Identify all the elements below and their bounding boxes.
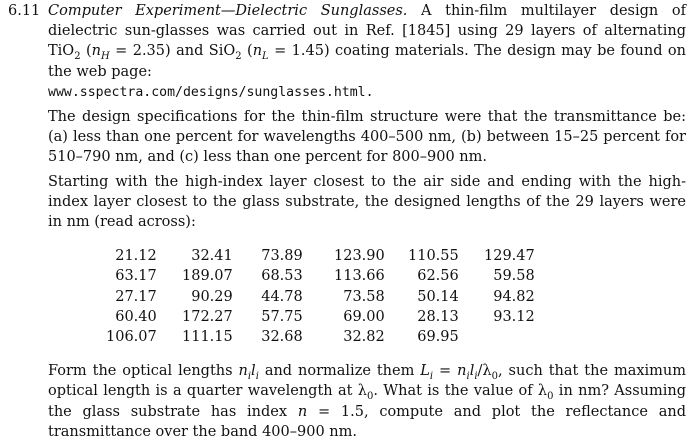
zero-subscript: 0 [366,391,374,403]
n-symbol: n [297,403,308,420]
i-subscript: i [474,371,478,383]
layers-intro-paragraph: Starting with the high-index layer close… [48,173,686,231]
i-subscript: i [247,371,252,383]
textbook-page: 6.11 Computer Experiment—Dielectric Sung… [8,3,686,440]
intro-text-d: ( [241,43,253,60]
task-text-f: . What is the value of λ [373,383,548,400]
table-cell: 93.12 [493,308,535,325]
nl-symbol: n [252,43,263,60]
table-row: 27.17 90.29 44.78 73.58 50.14 94.82 [106,287,545,307]
table-cell: 59.58 [493,268,535,285]
intro-text-b: ( [80,43,92,60]
layer-lengths-table: 21.12 32.41 73.89 123.90 110.55 129.47 6… [106,246,545,347]
design-url: www.sspectra.com/designs/sunglasses.html… [48,84,374,100]
task-text-b: and normalize them [258,363,421,380]
task-text-a: Form the optical lengths [48,363,239,380]
table-cell: 50.14 [417,288,459,305]
table-cell: 28.13 [417,308,459,325]
table-cell: 90.29 [191,288,233,305]
table-cell: 32.41 [191,248,233,265]
table-cell: 57.75 [261,308,303,325]
table-cell: 123.90 [334,248,385,265]
table-cell: 69.00 [343,308,385,325]
table-row: 60.40 172.27 57.75 69.00 28.13 93.12 [106,307,545,327]
intro-text-c: = 2.35) and SiO [109,43,236,60]
intro-paragraph: Computer Experiment—Dielectric Sunglasse… [48,1,686,103]
n-i-symbol: n [457,363,467,380]
intro-text-e: = 1.45) coating materials. The design ma… [48,43,686,80]
nl-subscript: L [262,51,269,63]
table-row: 63.17 189.07 68.53 113.66 62.56 59.58 [106,266,545,286]
table-cell [469,327,545,347]
exercise-number: 6.11 [8,3,41,19]
exercise-title: Computer Experiment—Dielectric Sunglasse… [48,3,408,19]
specifications-paragraph: The design specifications for the thin-f… [48,109,686,166]
task-text-e: , such that the maximum optical length i… [48,363,687,400]
table-cell: 111.15 [182,329,233,346]
sio2-subscript: 2 [235,51,242,63]
task-text-d: /λ [477,363,492,380]
table-cell: 113.66 [334,268,385,285]
table-cell: 106.07 [106,329,157,346]
table-cell: 73.58 [343,288,385,305]
table-row: 21.12 32.41 73.89 123.90 110.55 129.47 [106,246,545,266]
table-cell: 60.40 [115,308,157,325]
table-cell: 27.17 [115,288,157,305]
table-cell: 21.12 [115,248,157,265]
task-text-c: = [433,363,458,380]
zero-subscript: 0 [547,391,554,403]
table-cell: 189.07 [182,268,233,285]
zero-subscript: 0 [491,371,498,383]
exercise-body: Computer Experiment—Dielectric Sunglasse… [48,1,686,442]
table-cell: 69.95 [417,329,459,346]
table-cell: 172.27 [182,308,233,325]
table-cell: 62.56 [417,268,459,285]
task-paragraph: Form the optical lengths nili and normal… [48,361,686,442]
table-cell: 68.53 [261,268,303,285]
table-cell: 44.78 [261,288,303,305]
i-subscript: i [255,371,259,383]
i-subscript: i [429,371,434,383]
n-i-symbol: n [238,363,248,380]
nh-subscript: H [101,51,110,63]
table-cell: 110.55 [408,248,459,265]
l-i-symbol: l [251,363,256,380]
table-cell: 32.68 [261,329,303,346]
table-cell: 94.82 [493,288,535,305]
l-i-symbol: l [469,363,475,380]
L-i-symbol: L [420,363,430,380]
intro-text-a: A thin-film multilayer design of dielect… [48,3,686,60]
table-cell: 129.47 [484,248,535,265]
tio2-subscript: 2 [74,51,81,63]
table-cell: 73.89 [261,248,303,265]
i-subscript: i [466,371,470,383]
nh-symbol: n [91,43,101,60]
table-cell: 63.17 [115,268,157,285]
table-row: 106.07 111.15 32.68 32.82 69.95 [106,327,545,347]
table-cell: 32.82 [343,329,385,346]
